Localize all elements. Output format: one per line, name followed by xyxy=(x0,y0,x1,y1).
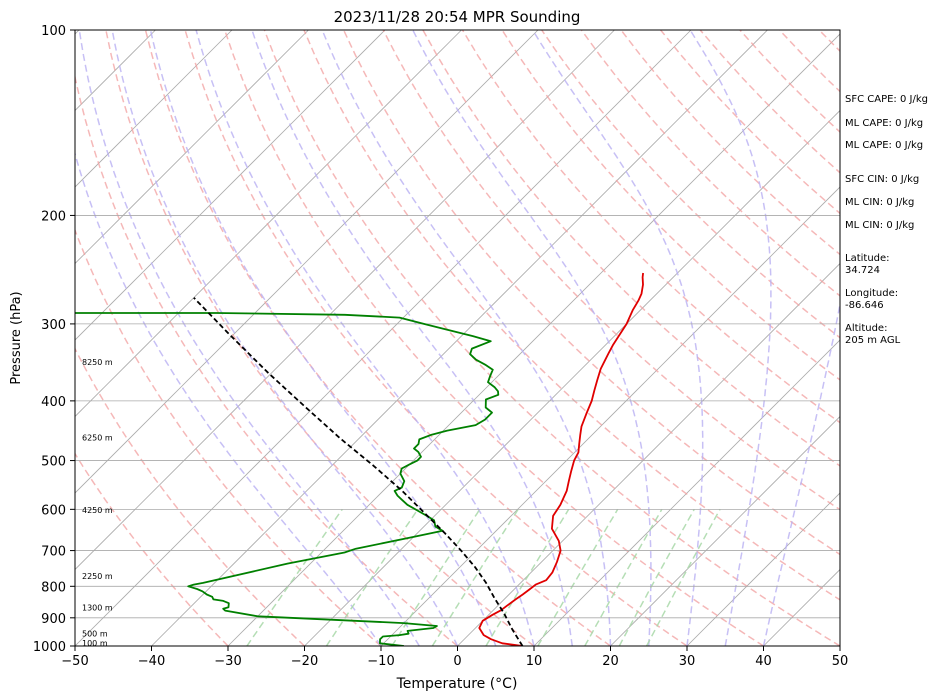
isotherm-line xyxy=(75,30,692,646)
y-tick-label: 500 xyxy=(41,455,66,470)
dry-adiabat-line xyxy=(144,30,611,646)
ml-cin-text: ML CIN: 0 J/kg xyxy=(845,197,914,208)
x-tick-label: 10 xyxy=(526,654,543,669)
y-tick-label: 900 xyxy=(41,612,66,627)
moist-adiabat-line xyxy=(195,30,535,646)
dry-adiabat-line xyxy=(223,30,764,646)
moist-adiabat-line xyxy=(149,30,497,646)
moist-adiabat-line xyxy=(251,30,574,646)
x-axis-ticks: −50 −40 −30 −20 −10 0 10 20 30 40 50 xyxy=(61,646,848,669)
altitude-value: 205 m AGL xyxy=(845,335,901,346)
height-label: 6250 m xyxy=(82,434,113,443)
sounding-parameters-panel: SFC CAPE: 0 J/kg ML CAPE: 0 J/kg ML CAPE… xyxy=(845,94,928,346)
x-axis-label: Temperature (°C) xyxy=(396,676,518,692)
longitude-label: Longitude: xyxy=(845,288,898,299)
dry-adiabat-line xyxy=(184,30,688,646)
dry-adiabat-line xyxy=(75,228,382,646)
moist-adiabat-line xyxy=(111,30,459,646)
dry-adiabat-line xyxy=(422,30,840,467)
dry-adiabat-line xyxy=(580,30,840,297)
dry-adiabat-line xyxy=(105,30,535,646)
y-tick-label: 200 xyxy=(41,209,66,224)
height-label: 500 m xyxy=(82,629,108,638)
ml-cape-text: ML CAPE: 0 J/kg xyxy=(845,118,923,129)
height-label: 8250 m xyxy=(82,358,113,367)
x-tick-label: 20 xyxy=(602,654,619,669)
dry-adiabat-line xyxy=(342,30,840,556)
dewpoint-profile-line xyxy=(75,312,500,646)
moist-adiabat-line xyxy=(412,30,652,646)
isotherm-line xyxy=(75,30,309,265)
x-tick-label: 50 xyxy=(832,654,849,669)
y-tick-label: 400 xyxy=(41,395,66,410)
x-tick-label: −20 xyxy=(291,654,318,669)
isotherm-line xyxy=(75,30,233,188)
sfc-cin-text: SFC CIN: 0 J/kg xyxy=(845,174,919,185)
y-tick-label: 1000 xyxy=(33,640,66,655)
isotherm-line xyxy=(533,339,840,646)
dry-adiabat-line xyxy=(75,347,306,646)
dry-adiabat-line xyxy=(75,452,229,646)
profile-series xyxy=(75,272,644,646)
height-label: 4250 m xyxy=(82,506,113,515)
isotherm-line xyxy=(75,30,615,571)
latitude-label: Latitude: xyxy=(845,253,890,264)
chart-title: 2023/11/28 20:54 MPR Sounding xyxy=(334,8,581,26)
height-label: 1300 m xyxy=(82,604,113,613)
x-tick-label: −50 xyxy=(61,654,88,669)
longitude-value: -86.646 xyxy=(845,300,884,311)
isotherm-line xyxy=(686,492,840,646)
x-tick-label: −40 xyxy=(138,654,165,669)
x-tick-label: 30 xyxy=(679,654,696,669)
isotherm-line xyxy=(75,30,539,494)
isotherm-line xyxy=(610,415,840,646)
y-tick-label: 700 xyxy=(41,545,66,560)
x-tick-label: 0 xyxy=(453,654,461,669)
dry-adiabat-line xyxy=(303,30,840,601)
dry-adiabat-line xyxy=(461,30,840,424)
y-axis-label: Pressure (hPa) xyxy=(9,291,24,384)
x-tick-label: −30 xyxy=(214,654,241,669)
background-reference-lines xyxy=(75,30,840,646)
height-label: 2250 m xyxy=(82,572,113,581)
moist-adiabat-line xyxy=(78,30,420,646)
isotherm-line xyxy=(304,109,840,646)
x-tick-label: −10 xyxy=(367,654,394,669)
isotherm-line xyxy=(75,30,462,418)
dry-adiabat-line xyxy=(541,30,840,339)
moist-adiabat-line xyxy=(689,30,772,646)
ml-cin-text-2: ML CIN: 0 J/kg xyxy=(845,220,914,231)
sfc-cape-text: SFC CAPE: 0 J/kg xyxy=(845,94,928,105)
isotherm-line xyxy=(227,33,840,646)
moist-adiabat-line xyxy=(762,300,840,646)
y-tick-label: 600 xyxy=(41,503,66,518)
y-tick-label: 100 xyxy=(41,24,66,39)
dry-adiabat-line xyxy=(75,73,458,646)
dry-adiabat-line xyxy=(382,30,840,511)
y-tick-label: 800 xyxy=(41,580,66,595)
y-axis-ticks: 1000 900 800 700 600 500 400 300 200 100 xyxy=(33,24,75,655)
dry-adiabat-line xyxy=(263,30,840,646)
height-label: 100 m xyxy=(82,639,108,648)
ml-cape-text-2: ML CAPE: 0 J/kg xyxy=(845,140,923,151)
y-tick-label: 300 xyxy=(41,318,66,333)
x-tick-label: 40 xyxy=(755,654,772,669)
latitude-value: 34.724 xyxy=(845,265,880,276)
dry-adiabat-line xyxy=(501,30,840,381)
moist-adiabat-line xyxy=(75,151,382,646)
isotherm-line xyxy=(380,186,840,646)
moist-adiabat-line xyxy=(532,30,704,646)
isotherm-line xyxy=(75,30,386,341)
altitude-label: Altitude: xyxy=(845,323,887,334)
